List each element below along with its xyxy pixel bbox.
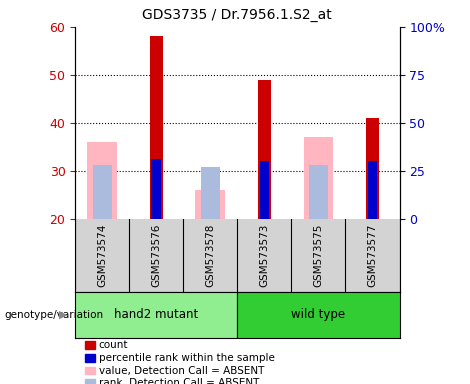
Text: ▶: ▶ [59,310,68,320]
Bar [151,159,161,219]
Bar [201,167,220,219]
Bar [258,79,271,219]
Text: percentile rank within the sample: percentile rank within the sample [99,353,274,363]
Bar [368,161,377,219]
Text: hand2 mutant: hand2 mutant [114,308,198,321]
Bar [366,118,379,219]
Text: genotype/variation: genotype/variation [5,310,104,320]
Title: GDS3735 / Dr.7956.1.S2_at: GDS3735 / Dr.7956.1.S2_at [142,8,332,22]
Text: GSM573575: GSM573575 [313,223,323,287]
Text: GSM573576: GSM573576 [151,223,161,287]
Text: count: count [99,340,128,350]
Bar [149,36,163,219]
Text: wild type: wild type [291,308,345,321]
Bar [196,190,225,219]
Text: value, Detection Call = ABSENT: value, Detection Call = ABSENT [99,366,264,376]
Text: GSM573577: GSM573577 [368,223,377,287]
Bar [259,161,269,219]
Text: GSM573573: GSM573573 [259,223,269,287]
Bar [87,142,117,219]
Text: rank, Detection Call = ABSENT: rank, Detection Call = ABSENT [99,378,259,384]
Bar [309,165,328,219]
Bar [304,137,333,219]
Text: GSM573574: GSM573574 [97,223,107,287]
Bar [93,165,112,219]
Text: GSM573578: GSM573578 [205,223,215,287]
